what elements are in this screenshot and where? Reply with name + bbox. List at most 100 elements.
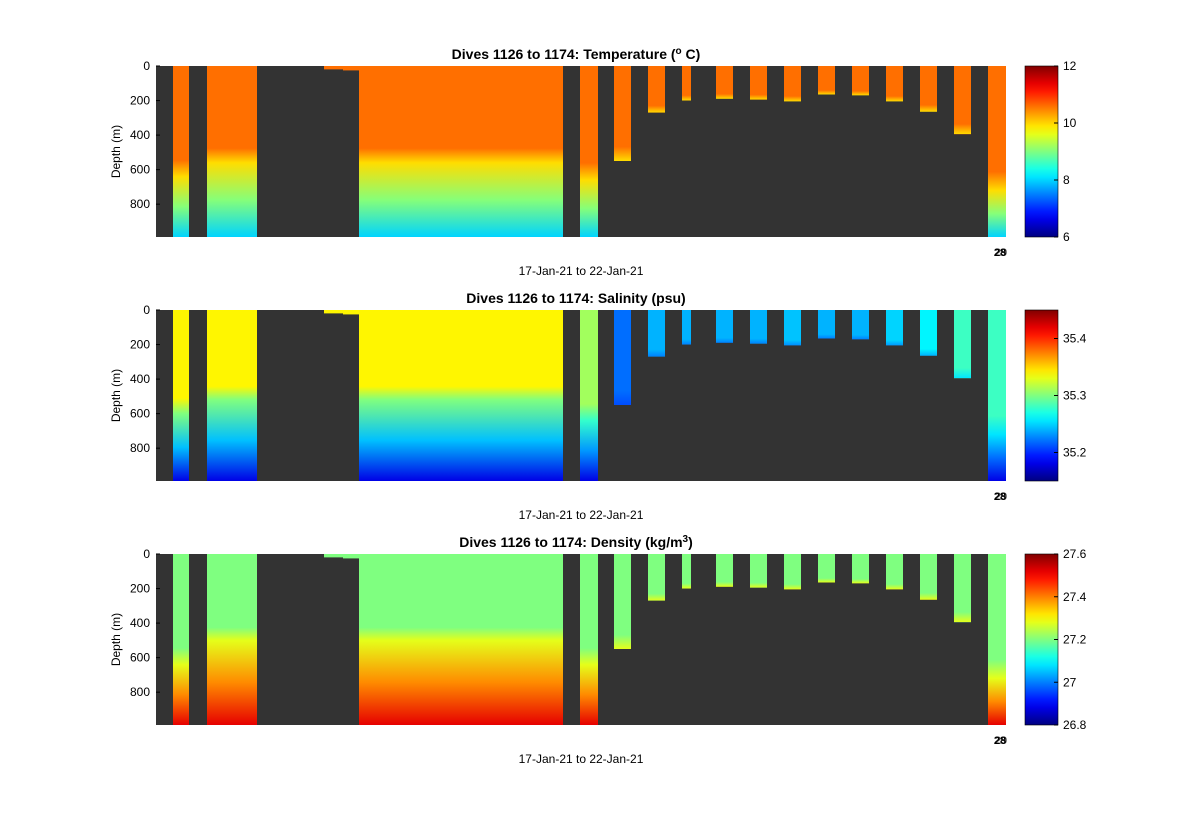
profile-column <box>223 554 239 725</box>
profile-column <box>461 310 478 481</box>
profile-column <box>784 310 801 346</box>
profile-column <box>427 554 444 725</box>
profile-column <box>410 66 427 237</box>
profile-column <box>614 66 631 161</box>
profile-column <box>852 66 869 96</box>
colorbar-tick-label: 12 <box>1063 59 1077 73</box>
profile-column <box>784 554 801 590</box>
profile-column <box>478 554 495 725</box>
profile-column <box>886 310 903 346</box>
y-tick-label: 0 <box>143 303 150 317</box>
profile-column <box>818 310 835 339</box>
y-tick-label: 600 <box>130 651 150 665</box>
surface-sliver <box>343 554 359 559</box>
profile-column <box>716 310 733 343</box>
x-tick-label: 28 <box>994 247 1006 259</box>
y-tick-label: 400 <box>130 128 150 142</box>
y-axis-label: Depth (m) <box>109 613 123 666</box>
profile-column <box>920 66 937 112</box>
profile-column <box>427 66 444 237</box>
profile-column <box>818 66 835 95</box>
x-axis-label: 17-Jan-21 to 22-Jan-21 <box>519 752 644 766</box>
profile-column <box>580 66 598 237</box>
profile-column <box>207 554 223 725</box>
profile-column <box>393 310 410 481</box>
x-tick-label: 29 <box>995 491 1007 503</box>
profile-column <box>359 310 376 481</box>
x-tick-label: 29 <box>995 735 1007 747</box>
profile-column <box>478 66 495 237</box>
profile-column <box>716 66 733 99</box>
colorbar-tick-label: 27.4 <box>1063 590 1087 604</box>
profile-column <box>207 310 223 481</box>
profile-column <box>393 66 410 237</box>
colorbar <box>1024 553 1059 726</box>
x-axis-label: 17-Jan-21 to 22-Jan-21 <box>519 264 644 278</box>
profile-column <box>546 66 563 237</box>
profile-column <box>920 554 937 600</box>
profile-column <box>173 66 189 237</box>
chart-title: Dives 1126 to 1174: Salinity (psu) <box>466 290 685 306</box>
profile-column <box>427 310 444 481</box>
profile-column <box>359 66 376 237</box>
y-tick-label: 800 <box>130 197 150 211</box>
colorbar-tick-label: 26.8 <box>1063 718 1087 732</box>
colorbar-tick-label: 35.3 <box>1063 389 1087 403</box>
profile-column <box>614 554 631 649</box>
colorbar-tick-label: 35.4 <box>1063 332 1087 346</box>
y-tick-label: 800 <box>130 685 150 699</box>
profile-column <box>750 66 767 100</box>
profile-column <box>818 554 835 583</box>
x-axis-label: 17-Jan-21 to 22-Jan-21 <box>519 508 644 522</box>
profile-column <box>546 554 563 725</box>
profile-column <box>886 554 903 590</box>
profile-column <box>223 310 239 481</box>
profile-column <box>852 310 869 340</box>
profile-column <box>920 310 937 356</box>
colorbar-tick-label: 27.6 <box>1063 547 1087 561</box>
profile-column <box>648 66 665 113</box>
profile-column <box>580 310 598 481</box>
profile-column <box>444 554 461 725</box>
profile-column <box>512 554 529 725</box>
profile-column <box>376 554 393 725</box>
y-tick-label: 800 <box>130 441 150 455</box>
profile-column <box>529 310 546 481</box>
profile-column <box>359 554 376 725</box>
profile-column <box>988 554 1006 725</box>
profile-column <box>954 554 971 623</box>
profile-column <box>614 310 631 405</box>
profile-column <box>954 66 971 135</box>
profile-column <box>988 310 1006 481</box>
panel-3: Dives 1126 to 1174: Density (kg/m3) 0 200 4… <box>109 534 1087 767</box>
surface-sliver <box>343 310 359 315</box>
colorbar-tick-label: 6 <box>1063 230 1070 244</box>
y-tick-label: 600 <box>130 407 150 421</box>
profile-column <box>239 310 257 481</box>
colorbar <box>1024 309 1059 482</box>
profile-column <box>495 310 512 481</box>
colorbar-tick-label: 8 <box>1063 173 1070 187</box>
profile-column <box>852 554 869 584</box>
y-tick-label: 200 <box>130 582 150 596</box>
panel-1: Dives 1126 to 1174: Temperature (o C) 0 20… <box>109 46 1077 279</box>
profile-column <box>682 66 691 101</box>
chart-title: Dives 1126 to 1174: Density (kg/m3) <box>459 534 693 551</box>
x-tick-label: 28 <box>994 735 1006 747</box>
colorbar <box>1024 65 1059 238</box>
profile-column <box>512 310 529 481</box>
surface-sliver <box>343 66 359 71</box>
profile-column <box>173 310 189 481</box>
profile-column <box>410 554 427 725</box>
colorbar-tick-label: 27 <box>1063 675 1077 689</box>
profile-column <box>529 554 546 725</box>
profile-column <box>750 554 767 588</box>
profile-column <box>512 66 529 237</box>
profile-column <box>988 66 1006 237</box>
y-tick-label: 600 <box>130 163 150 177</box>
y-axis-label: Depth (m) <box>109 125 123 178</box>
chart-title: Dives 1126 to 1174: Temperature (o C) <box>452 46 701 63</box>
profile-column <box>376 310 393 481</box>
profile-column <box>886 66 903 102</box>
